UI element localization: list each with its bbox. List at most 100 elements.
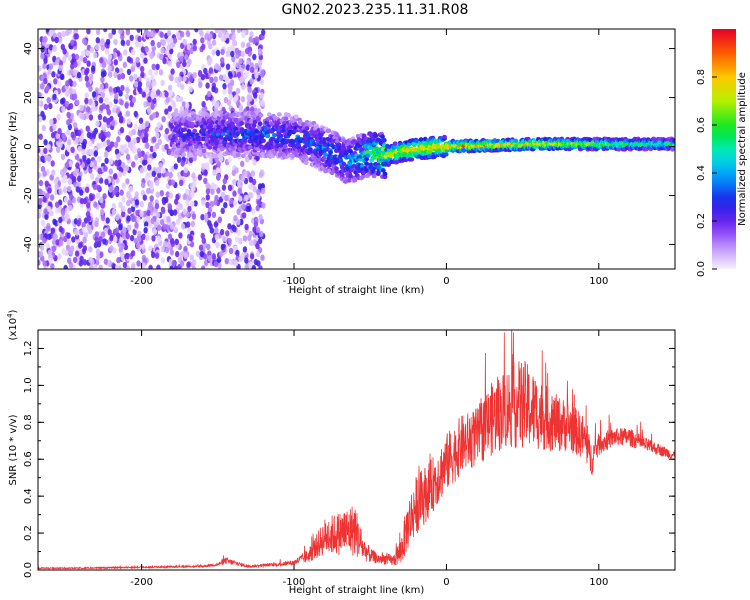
spectrogram-cell [131,215,136,223]
spectrogram-cell [96,184,102,192]
spectrogram-cell [258,171,264,179]
spectrogram-cell [203,177,208,184]
spectrogram-cell [88,114,94,121]
spectrogram-cell [215,241,220,249]
y-scale-label: (x104) [6,309,19,340]
spectrogram-cell [64,161,70,169]
spectrogram-cell [200,74,206,81]
spectrogram-cell [252,186,257,193]
spectrogram-cell [167,60,172,67]
spectrogram-cell [119,115,124,122]
spectrogram-cell [74,250,80,257]
spectrogram-cell [131,96,137,104]
spectrogram-cell [159,190,164,197]
spectrogram-cell [126,199,131,207]
spectrogram-cell [217,262,222,269]
spectrogram-cell [373,133,379,138]
spectrogram-cell [95,37,101,44]
spectrogram-cell [99,197,104,204]
spectrogram-cell [213,260,219,268]
spectrogram-cell [122,61,128,68]
spectrogram-cell [143,57,148,64]
x-axis-label: Height of straight line (km) [289,285,425,296]
spectrogram-cell [82,226,87,234]
spectrogram-cell [121,161,126,169]
spectrogram-cell [242,246,248,253]
spectrogram-cell [129,34,134,41]
spectrogram-cell [227,184,233,191]
spectrogram-cell [187,58,192,65]
spectrogram-cell [126,215,131,222]
spectrogram-cell [136,235,142,243]
spectrogram-cell [88,140,93,147]
spectrogram-cell [258,214,263,221]
spectrogram-cell [136,242,141,249]
y-tick-label: 0.8 [23,414,34,430]
spectrogram-cell [235,152,241,157]
spectrogram-cell [42,62,47,69]
spectrogram-cell [43,147,48,154]
spectrogram-cell [57,128,62,135]
spectrogram-cell [67,185,72,193]
spectrogram-cell [228,247,234,255]
spectrogram-cell [211,49,216,56]
spectrogram-cell [49,118,54,125]
spectrogram-cell [40,220,46,227]
y-tick-label: 0.0 [23,562,34,578]
spectrogram-cell [100,214,106,222]
spectrogram-cell [119,189,124,196]
spectrogram-cell [144,174,149,182]
spectrogram-cell [109,245,114,252]
spectrogram-cell [50,227,55,234]
spectrogram-cell [100,71,106,78]
spectrogram-cell [147,96,152,103]
spectrogram-cell [225,31,230,39]
spectrogram-cell [40,110,45,118]
spectrogram-cell [85,186,90,193]
spectrogram-cell [250,170,256,177]
spectrogram-cell [137,35,142,43]
spectrogram-cell [57,80,62,87]
spectrogram-cell [102,124,107,131]
spectrogram-cell [102,116,108,123]
spectrogram-cell [256,260,261,267]
spectrogram-cell [98,264,103,269]
spectrogram-cell [105,48,110,55]
spectrogram-cell [247,86,252,93]
spectrogram-cell [243,170,248,177]
spectrogram-cell [117,73,122,81]
spectrogram-cell [61,86,66,93]
spectrogram-cell [61,132,66,140]
spectrogram-cell [116,232,121,239]
spectrogram-cell [201,101,206,108]
spectrogram-cell [134,40,140,48]
spectrogram-cell [117,171,123,178]
spectrogram-cell [176,61,181,68]
spectrogram-cell [261,202,266,209]
spectrogram-cell [179,251,185,258]
spectrogram-cell [50,132,56,139]
spectrogram-cell [98,97,104,104]
spectrogram-cell [156,224,162,231]
spectrogram-cell [137,151,142,158]
spectrogram-cell [328,150,333,155]
spectrogram-cell [78,260,84,267]
spectrogram-cell [107,229,112,236]
spectrogram-cell [150,39,155,47]
spectrogram-cell [103,29,108,33]
spectrogram-cell [170,68,175,75]
spectrogram-cell [42,237,47,244]
spectrogram-cell [188,235,194,242]
spectrogram-cell [150,103,155,110]
spectrogram-cell [272,133,277,138]
y-axis-label: SNR (10 * v/v) [8,414,19,485]
spectrogram-cell [185,102,190,109]
colorbar-label: Normalized spectral amplitude [737,72,748,226]
spectrogram-cell [191,265,197,269]
spectrogram-cell [149,195,154,202]
spectrogram-cell [65,129,71,136]
spectrogram-cell [164,108,169,115]
spectrogram-cell [151,251,156,259]
colorbar: 0.00.20.40.60.8 Normalized spectral ampli… [696,29,748,277]
spectrogram-cell [257,48,263,55]
